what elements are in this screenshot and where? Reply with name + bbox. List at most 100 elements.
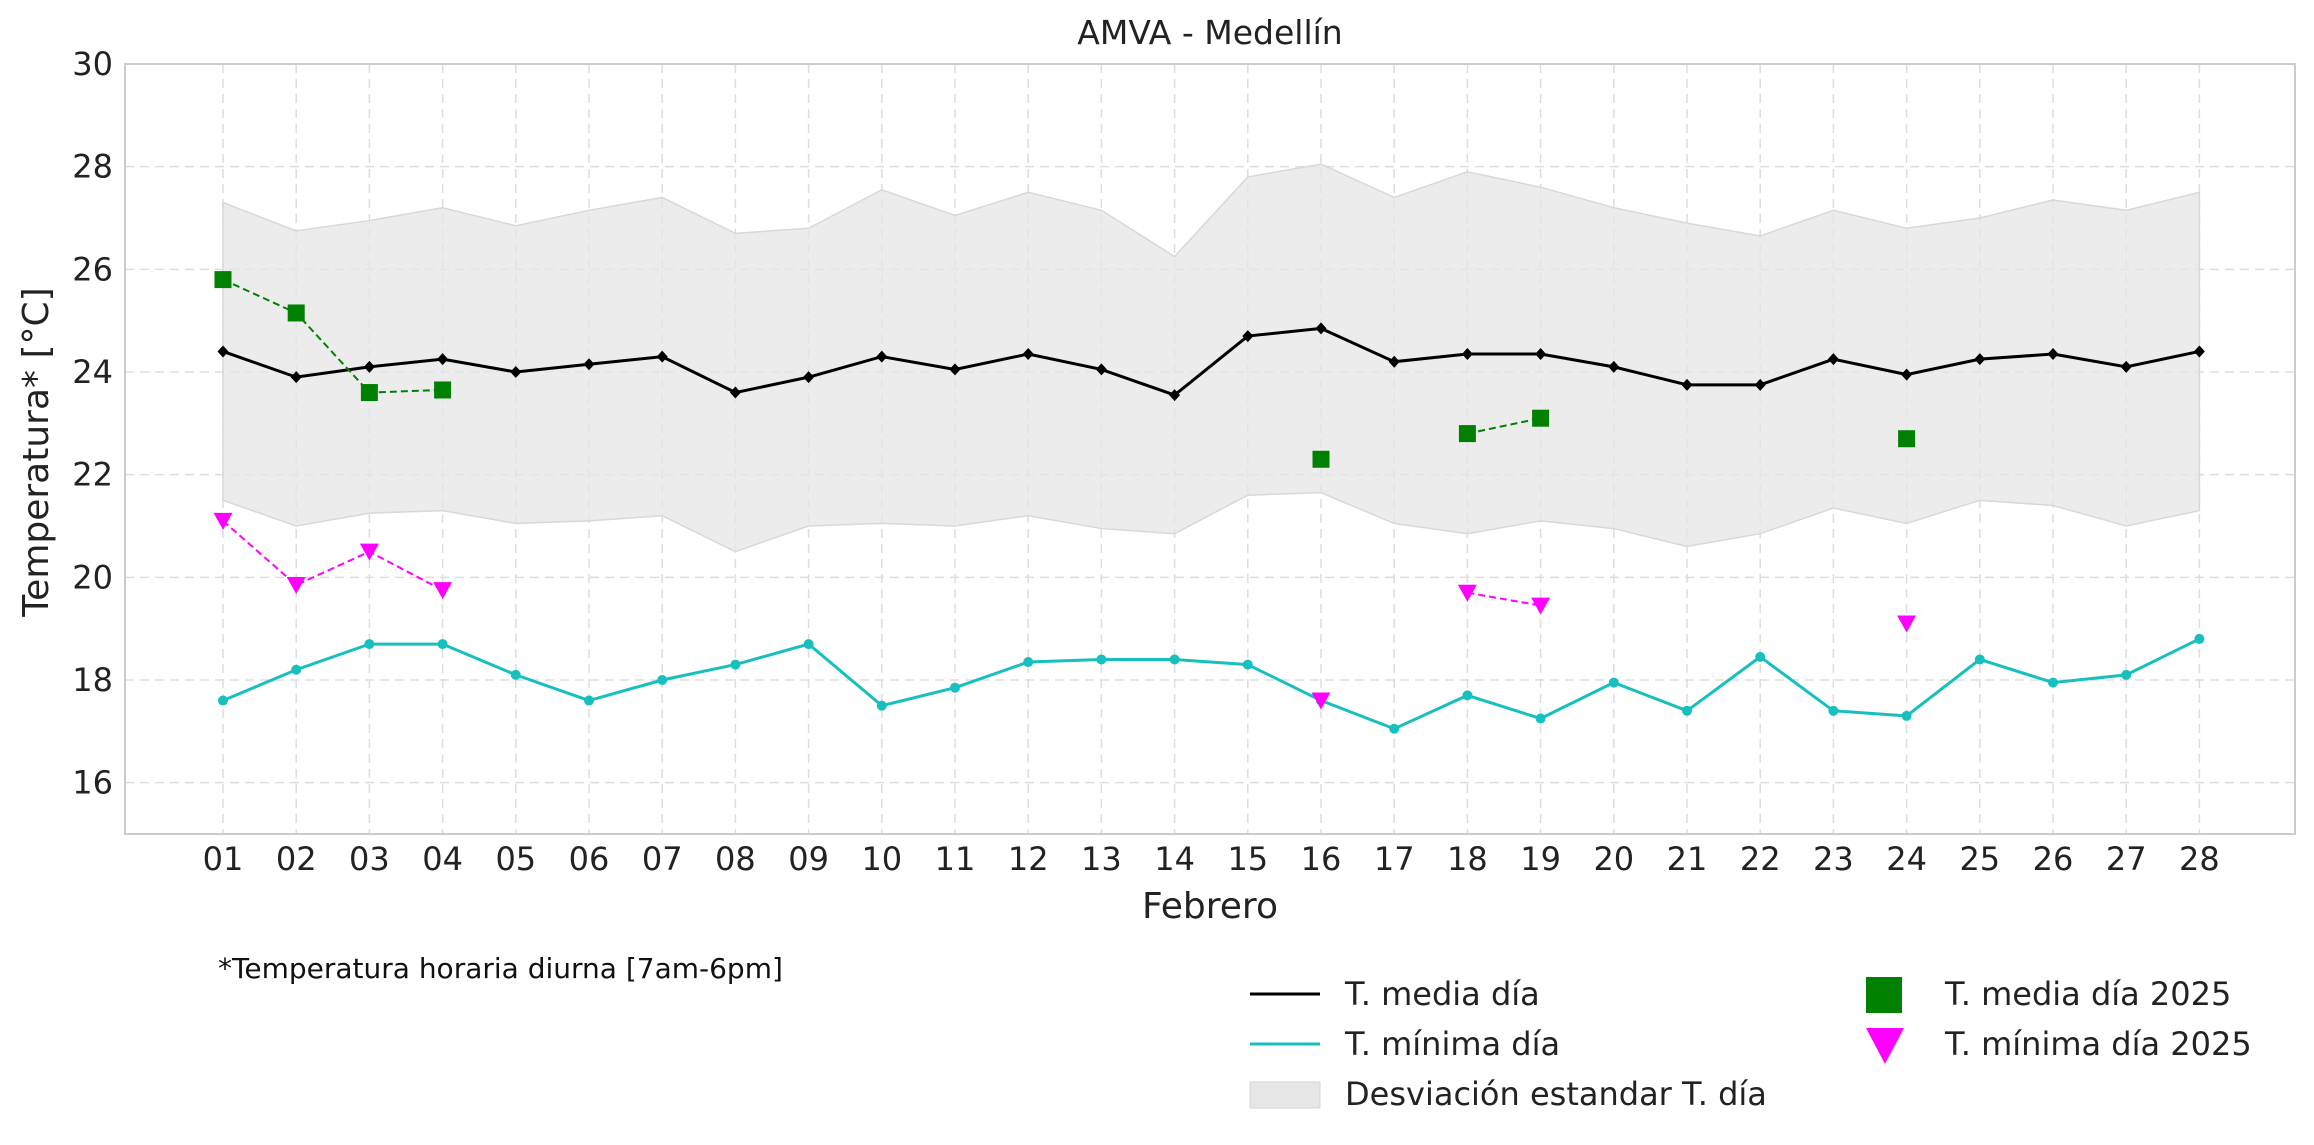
x-tick-label: 27	[2106, 840, 2147, 878]
data-point	[583, 358, 595, 371]
plot-frame	[124, 63, 2296, 835]
data-point	[1023, 657, 1034, 668]
data-point	[1462, 690, 1473, 701]
series-line	[222, 278, 443, 394]
data-point	[803, 371, 815, 384]
data-point	[657, 675, 668, 685]
y-tick-label: 28	[72, 148, 113, 186]
y-tick-label: 18	[72, 661, 113, 699]
x-tick-label: 17	[1374, 840, 1415, 878]
data-point	[1532, 409, 1550, 427]
x-tick-label: 15	[1227, 840, 1268, 878]
data-point	[1389, 723, 1400, 734]
data-point	[214, 271, 232, 289]
data-point	[1608, 677, 1619, 688]
x-tick-label: 02	[276, 840, 317, 878]
data-point	[2048, 677, 2058, 688]
data-point	[213, 512, 233, 530]
legend-label-t-minima-2025: T. mínima día 2025	[1944, 1025, 2252, 1063]
x-tick-label: 26	[2033, 840, 2074, 878]
data-point	[1974, 353, 1986, 366]
data-point	[1312, 450, 1330, 468]
legend-swatch-t-minima-2025	[1866, 1028, 1904, 1064]
std-deviation-band	[222, 163, 2201, 553]
x-tick-label: 09	[788, 840, 829, 878]
data-point	[1901, 368, 1913, 381]
series-line	[222, 520, 444, 592]
data-point	[218, 695, 228, 706]
x-tick-label: 12	[1008, 840, 1049, 878]
footnote: *Temperatura horaria diurna [7am-6pm]	[218, 952, 783, 985]
data-point	[803, 639, 814, 650]
x-tick-label: 08	[715, 840, 756, 878]
y-tick-label: 22	[72, 456, 113, 494]
x-tick-label: 23	[1813, 840, 1854, 878]
data-point	[1169, 389, 1181, 402]
x-axis-label: Febrero	[1142, 886, 1278, 927]
series-line	[222, 637, 2201, 731]
x-tick-label: 16	[1301, 840, 1342, 878]
data-point	[437, 639, 448, 650]
data-point	[1754, 378, 1766, 391]
data-point	[1458, 425, 1476, 443]
series-0	[217, 322, 2205, 402]
data-point	[1755, 651, 1766, 662]
x-tick-label: 05	[495, 840, 536, 878]
data-point	[286, 577, 306, 595]
data-point	[1461, 348, 1473, 361]
x-tick-label: 24	[1886, 840, 1927, 878]
data-point	[1242, 330, 1254, 343]
y-tick-label: 26	[72, 250, 113, 288]
y-tick-label: 20	[72, 558, 113, 596]
data-point	[949, 363, 961, 376]
x-tick-label: 07	[642, 840, 683, 878]
x-tick-label: 06	[569, 840, 610, 878]
legend-swatch-t-media-2025	[1866, 977, 1902, 1013]
data-point	[1682, 705, 1692, 716]
data-point	[876, 350, 888, 363]
data-point	[1457, 584, 1477, 602]
series-line	[222, 326, 2200, 397]
data-point	[2047, 348, 2059, 361]
data-point	[2194, 633, 2205, 644]
data-point	[1315, 322, 1327, 335]
legend-label-t-media: T. media día	[1344, 975, 1540, 1013]
data-point	[510, 366, 522, 378]
data-point	[1388, 355, 1400, 368]
data-point	[1169, 654, 1180, 665]
legend-label-t-minima: T. mínima día	[1344, 1025, 1560, 1063]
data-point	[363, 360, 375, 373]
data-point	[217, 345, 229, 358]
legend-swatch-std-band	[1249, 1081, 1321, 1109]
data-point	[876, 700, 887, 711]
x-tick-label: 10	[861, 840, 902, 878]
data-point	[1096, 654, 1107, 665]
x-tick-label: 19	[1520, 840, 1561, 878]
x-tick-label: 25	[1959, 840, 2000, 878]
data-point	[1095, 363, 1107, 376]
std-band-layer	[222, 163, 2201, 553]
data-point	[730, 659, 741, 670]
data-point	[434, 381, 452, 399]
series-1	[218, 633, 2205, 734]
series-layer	[213, 271, 2205, 734]
data-point	[729, 386, 741, 399]
x-tick-label: 03	[349, 840, 390, 878]
data-point	[656, 350, 668, 363]
data-point	[290, 371, 302, 384]
x-tick-label: 14	[1154, 840, 1195, 878]
legend-label-std-band: Desviación estandar T. día	[1345, 1075, 1767, 1113]
data-point	[1827, 353, 1839, 366]
x-tick-label: 01	[203, 840, 244, 878]
data-point	[1828, 705, 1839, 716]
y-tick-label: 30	[72, 45, 113, 83]
series-line	[1467, 417, 1541, 435]
chart-title: AMVA - Medellín	[1077, 13, 1342, 52]
data-point	[1242, 659, 1253, 670]
legend-label-t-media-2025: T. media día 2025	[1944, 975, 2231, 1013]
data-point	[584, 695, 594, 706]
data-point	[2193, 345, 2205, 358]
data-point	[1897, 615, 1917, 633]
series-3	[213, 512, 1917, 710]
